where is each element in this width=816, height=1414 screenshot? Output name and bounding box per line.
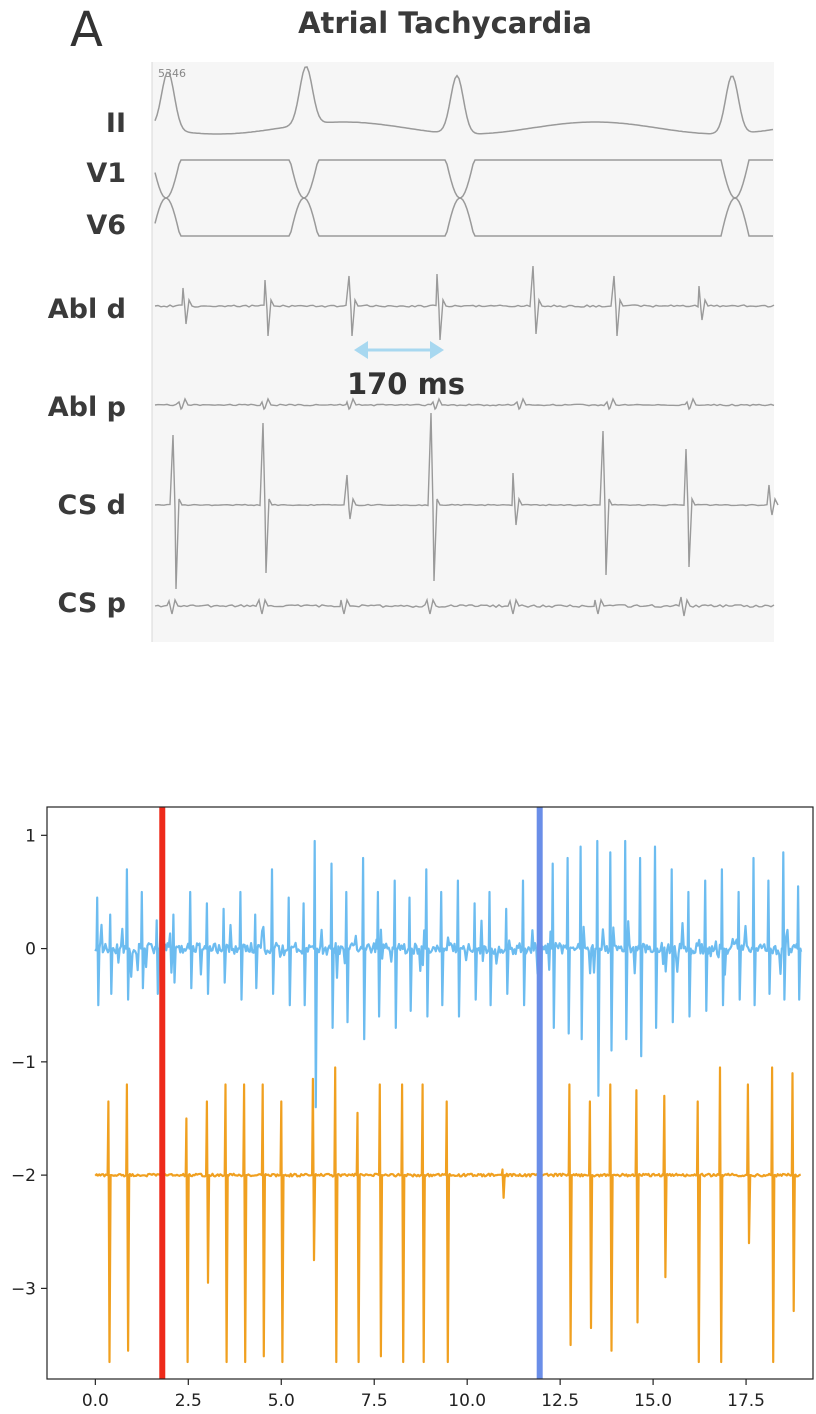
trace-ii (154, 66, 774, 135)
x-tick-label: 10.0 (448, 1391, 486, 1411)
chart-markers-group (159, 807, 543, 1379)
trace-v6 (154, 197, 773, 237)
series-2-line (94, 1066, 802, 1364)
interval-arrow (354, 341, 444, 359)
x-tick-label: 12.5 (541, 1391, 579, 1411)
lead-label-v1: V1 (86, 158, 126, 189)
y-tick-label: 1 (25, 826, 36, 846)
lead-label-cs-p: CS p (58, 588, 127, 619)
panel-title: Atrial Tachycardia (298, 6, 592, 40)
lead-label-v6: V6 (86, 210, 126, 241)
trace-v1 (154, 159, 773, 199)
trace-cs-d (154, 412, 779, 590)
x-tick-label: 0.0 (82, 1391, 109, 1411)
trace-abl-p (154, 397, 775, 411)
y-tick-label: −2 (11, 1166, 36, 1186)
ecg-panel: A Atrial Tachycardia 5346 II V1 V6 Abl d… (48, 2, 779, 642)
panel-letter: A (70, 2, 103, 58)
lead-label-abl-p: Abl p (48, 392, 126, 423)
chart-axes: 0.0 2.5 5.0 7.5 10.0 12.5 15.0 17.5 1 0 −1 −2 −3 (11, 826, 765, 1411)
y-tick-label: −1 (11, 1053, 36, 1073)
chart-series-group (94, 839, 803, 1364)
trace-cs-p (154, 596, 775, 617)
lead-label-ii: II (106, 108, 126, 139)
lead-label-abl-d: Abl d (48, 294, 126, 325)
series-1-line (94, 839, 803, 1109)
interval-annotation: 170 ms (347, 367, 465, 401)
y-tick-label: −3 (11, 1279, 36, 1299)
x-tick-label: 7.5 (361, 1391, 388, 1411)
ecg-traces (154, 66, 779, 617)
x-tick-label: 5.0 (268, 1391, 295, 1411)
plot-frame (46, 806, 814, 1380)
trace-abl-d (154, 265, 775, 341)
x-tick-label: 15.0 (634, 1391, 672, 1411)
recording-id: 5346 (158, 67, 186, 80)
x-tick-label: 17.5 (727, 1391, 765, 1411)
y-tick-label: 0 (25, 940, 36, 960)
lead-label-cs-d: CS d (58, 490, 127, 521)
signal-chart: 0.0 2.5 5.0 7.5 10.0 12.5 15.0 17.5 1 0 −1 −2 −3 (11, 806, 814, 1411)
recording-background (152, 62, 774, 642)
x-tick-label: 2.5 (175, 1391, 202, 1411)
